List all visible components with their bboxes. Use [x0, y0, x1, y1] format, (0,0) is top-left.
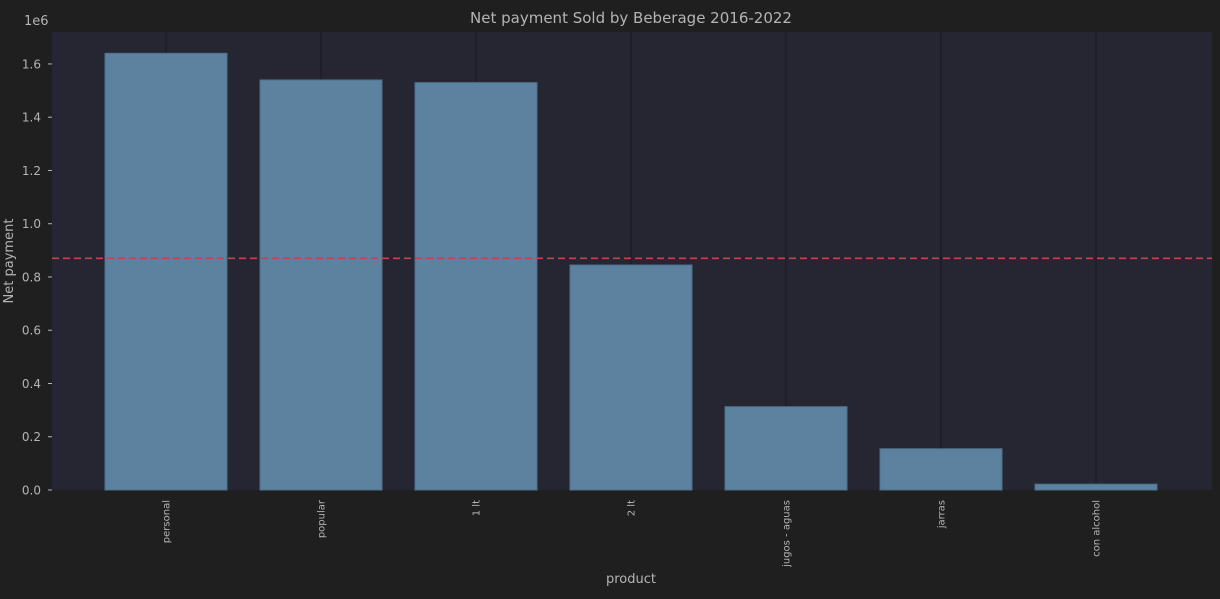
y-tick-label: 1.4	[22, 111, 41, 125]
y-tick-label: 1.6	[22, 57, 41, 71]
x-tick-label: jarras	[937, 500, 948, 529]
bar-popular	[259, 79, 383, 491]
y-tick-label: 1.2	[22, 164, 41, 178]
x-axis-ticks: personal popular 1 lt 2 lt jugos - aguas jarr…	[162, 499, 1103, 568]
y-tick-label: 0.0	[22, 484, 41, 498]
bar-jarras	[879, 448, 1003, 491]
y-tick-label: 0.4	[22, 377, 41, 391]
y-tick-label: 0.2	[22, 430, 41, 444]
x-tick-label: jugos - aguas	[782, 500, 793, 568]
x-tick-label: con alcohol	[1092, 500, 1103, 557]
bar-1-lt	[414, 82, 538, 491]
x-tick-label: personal	[162, 500, 173, 543]
y-tick-label: 0.6	[22, 324, 41, 338]
bars	[104, 52, 1158, 491]
y-tick-label: 0.8	[22, 270, 41, 284]
bar-2-lt	[569, 264, 693, 491]
y-axis-label: Net payment	[2, 219, 17, 304]
x-axis-label: product	[606, 572, 656, 587]
x-tick-label: 2 lt	[627, 500, 638, 516]
chart-title: Net payment Sold by Beberage 2016-2022	[470, 9, 792, 27]
bar-jugos-aguas	[724, 406, 848, 491]
y-axis-ticks: 0.0 0.2 0.4 0.6 0.8 1.0 1.2 1.4 1.6	[22, 57, 52, 498]
x-tick-label: 1 lt	[472, 500, 483, 516]
y-tick-label: 1.0	[22, 217, 41, 231]
bar-personal	[104, 52, 228, 491]
bar-con-alcohol	[1034, 483, 1158, 491]
y-axis-offset-label: 1e6	[24, 14, 49, 29]
x-tick-label: popular	[317, 499, 328, 538]
